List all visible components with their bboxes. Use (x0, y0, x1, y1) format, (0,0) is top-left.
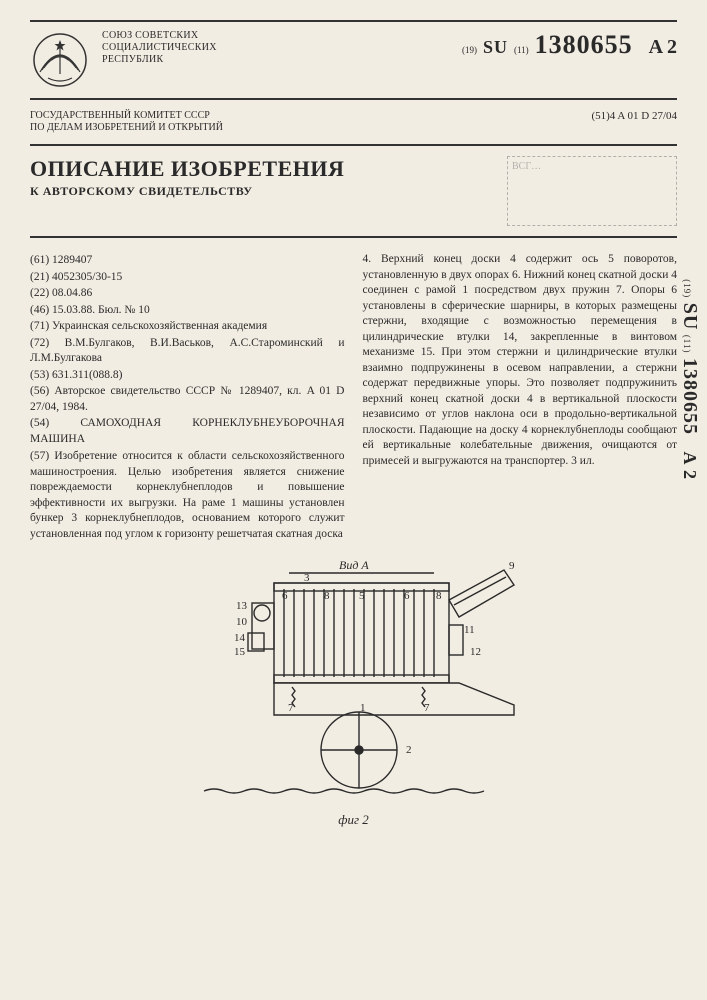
meta-line: (53) 631.311(088.8) (30, 368, 345, 384)
patent-page: СОЮЗ СОВЕТСКИХ СОЦИАЛИСТИЧЕСКИХ РЕСПУБЛИ… (0, 0, 707, 1000)
document-title: ОПИСАНИЕ ИЗОБРЕТЕНИЯ (30, 156, 507, 182)
side-suffix: A 2 (680, 451, 700, 480)
body-columns: (61) 1289407 (21) 4052305/30-15 (22) 08.… (30, 252, 677, 543)
meta-line: (46) 15.03.88. Бюл. № 10 (30, 303, 345, 319)
authority-text: СОЮЗ СОВЕТСКИХ СОЦИАЛИСТИЧЕСКИХ РЕСПУБЛИ… (102, 30, 217, 66)
pub-mid: (11) (514, 45, 529, 55)
svg-text:12: 12 (470, 646, 481, 658)
side-publication-code: (19) SU (11) 1380655 A 2 (678, 279, 701, 480)
svg-text:10: 10 (236, 616, 248, 628)
invention-title: (54) САМОХОДНАЯ КОРНЕКЛУБНЕУБОРОЧНАЯ МАШ… (30, 416, 345, 447)
left-column: (61) 1289407 (21) 4052305/30-15 (22) 08.… (30, 252, 345, 543)
svg-text:15: 15 (234, 646, 246, 658)
abstract-right: 4. Верхний конец доски 4 содержит ось 5 … (363, 252, 678, 469)
side-number: 1380655 (679, 358, 701, 435)
svg-text:3: 3 (304, 572, 310, 584)
authority-line: СОЦИАЛИСТИЧЕСКИХ (102, 42, 217, 54)
sub-header: ГОСУДАРСТВЕННЫЙ КОМИТЕТ СССР ПО ДЕЛАМ ИЗ… (30, 104, 677, 146)
header-row: СОЮЗ СОВЕТСКИХ СОЦИАЛИСТИЧЕСКИХ РЕСПУБЛИ… (30, 20, 677, 100)
svg-text:1: 1 (360, 702, 366, 714)
title-block: ОПИСАНИЕ ИЗОБРЕТЕНИЯ К АВТОРСКОМУ СВИДЕТ… (30, 146, 677, 238)
svg-text:7: 7 (288, 702, 294, 714)
title-left: ОПИСАНИЕ ИЗОБРЕТЕНИЯ К АВТОРСКОМУ СВИДЕТ… (30, 156, 507, 226)
pub-su: SU (483, 37, 508, 58)
svg-text:2: 2 (406, 744, 412, 756)
stamp-placeholder: ВСГ… (507, 156, 677, 226)
svg-text:7: 7 (424, 702, 430, 714)
meta-line: (22) 08.04.86 (30, 286, 345, 302)
svg-text:8: 8 (436, 590, 442, 602)
committee-line: ПО ДЕЛАМ ИЗОБРЕТЕНИЙ И ОТКРЫТИЙ (30, 122, 386, 134)
authority-line: РЕСПУБЛИК (102, 54, 217, 66)
ussr-emblem-icon (30, 30, 90, 90)
pub-suffix: A 2 (649, 36, 677, 59)
svg-text:6: 6 (404, 590, 410, 602)
svg-text:14: 14 (234, 632, 246, 644)
publication-code: (19) SU (11) 1380655 A 2 (462, 30, 677, 60)
abstract-left: (57) Изобретение относится к области сел… (30, 449, 345, 542)
meta-line: (56) Авторское свидетельство СССР № 1289… (30, 384, 345, 415)
svg-text:6: 6 (282, 590, 288, 602)
pub-prefix: (19) (462, 45, 477, 55)
svg-text:9: 9 (509, 560, 515, 572)
authority-line: СОЮЗ СОВЕТСКИХ (102, 30, 217, 42)
committee-line: ГОСУДАРСТВЕННЫЙ КОМИТЕТ СССР (30, 110, 386, 122)
right-column: 4. Верхний конец доски 4 содержит ось 5 … (363, 252, 678, 543)
meta-line: (21) 4052305/30-15 (30, 270, 345, 286)
svg-text:5: 5 (359, 590, 365, 602)
figure-caption: фиг 2 (30, 812, 677, 828)
svg-text:8: 8 (324, 590, 330, 602)
figure-area: Вид А (30, 555, 677, 828)
meta-line: (71) Украинская сельскохозяйственная ака… (30, 319, 345, 335)
side-mid: (11) (682, 335, 692, 354)
svg-text:11: 11 (464, 624, 475, 636)
side-prefix: (19) (682, 279, 692, 298)
stamp-text: ВСГ… (512, 161, 541, 172)
meta-line: (72) В.М.Булгаков, В.И.Васьков, А.С.Стар… (30, 336, 345, 367)
classification-code: (51)4 A 01 D 27/04 (591, 110, 677, 134)
document-subtitle: К АВТОРСКОМУ СВИДЕТЕЛЬСТВУ (30, 184, 507, 199)
side-su: SU (679, 303, 701, 331)
view-label: Вид А (339, 558, 369, 572)
pub-number: 1380655 (535, 30, 633, 60)
meta-line: (61) 1289407 (30, 253, 345, 269)
svg-text:13: 13 (236, 600, 248, 612)
figure-drawing: Вид А (174, 555, 534, 805)
committee-text: ГОСУДАРСТВЕННЫЙ КОМИТЕТ СССР ПО ДЕЛАМ ИЗ… (30, 110, 386, 134)
